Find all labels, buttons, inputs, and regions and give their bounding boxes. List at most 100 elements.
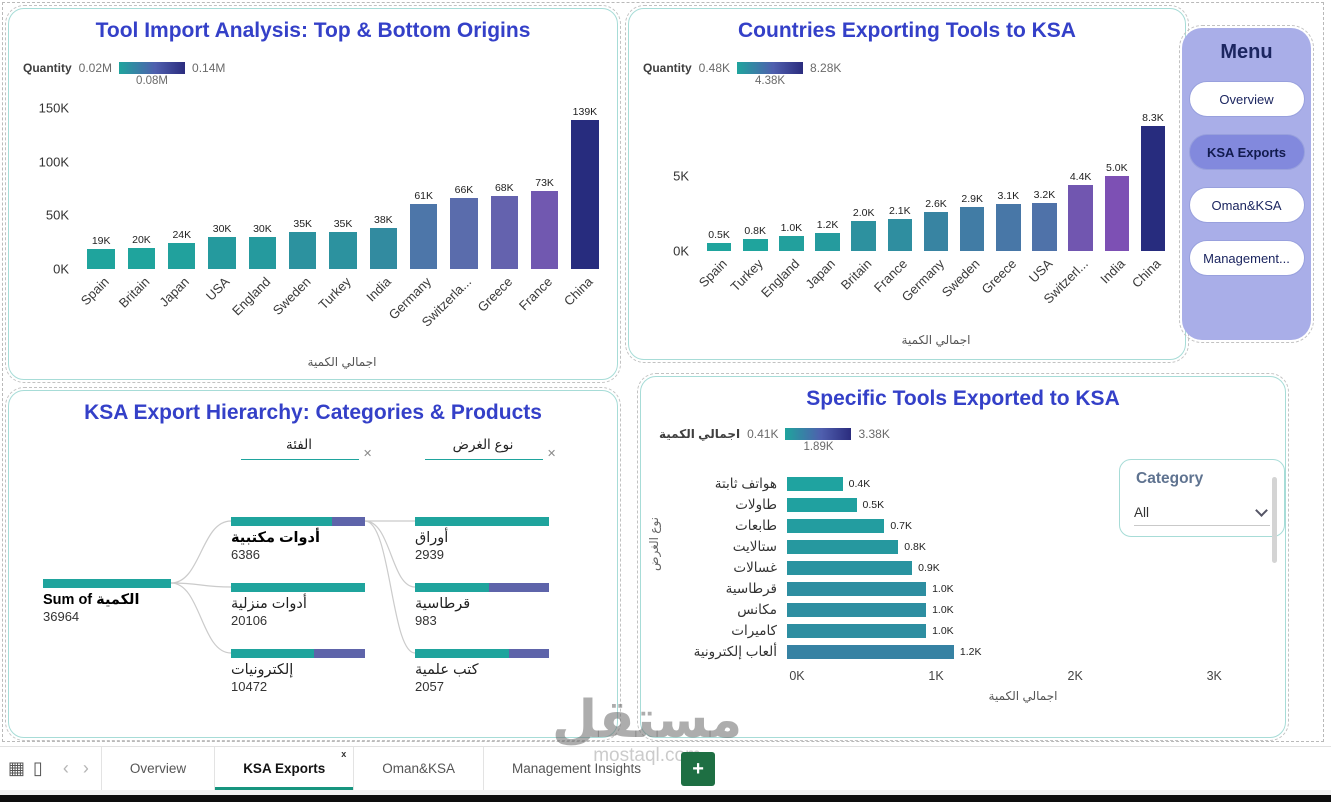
bar-column-China[interactable]: 8.3K China	[1129, 111, 1171, 291]
bar-column-India[interactable]: 38K India	[363, 103, 403, 305]
bar-row-8[interactable]: ألعاب إلكترونية 1.2K	[659, 644, 1249, 659]
add-page-button[interactable]: +	[681, 752, 716, 786]
bar-column-Germany[interactable]: 61K Germany	[386, 103, 444, 322]
bar-column-Germany[interactable]: 2.6K Germany	[898, 111, 954, 304]
bar[interactable]	[1068, 184, 1093, 251]
tree-node-electronics[interactable]: إلكترونيات 10472	[231, 649, 365, 694]
tab-management-insights[interactable]: Management Insights	[482, 747, 669, 790]
bar-column-Turkey[interactable]: 35K Turkey	[315, 103, 363, 312]
remove-level1-icon[interactable]: ✕	[363, 448, 373, 460]
bar-row-6[interactable]: مكانس 1.0K	[659, 602, 1249, 617]
bar-row-5[interactable]: قرطاسية 1.0K	[659, 581, 1249, 596]
bar-column-Japan[interactable]: 1.2K Japan	[802, 111, 845, 292]
y-axis-tick: 5K	[673, 168, 689, 184]
bar-column-Turkey[interactable]: 0.8K Turkey	[727, 111, 773, 294]
bar-column-India[interactable]: 5.0K India	[1097, 111, 1135, 287]
category-dropdown[interactable]: All	[1134, 500, 1270, 526]
bar-row-3[interactable]: ستالايت 0.8K	[659, 539, 1249, 554]
bar[interactable]	[168, 243, 196, 269]
scrollbar-thumb[interactable]	[1272, 477, 1277, 563]
tab-ksa-exports[interactable]: KSA Exports x	[214, 747, 353, 790]
bar-column-Japan[interactable]: 24K Japan	[157, 103, 202, 310]
bar[interactable]	[996, 204, 1021, 251]
bar[interactable]	[450, 198, 478, 269]
tree-node-papers[interactable]: أوراق 2939	[415, 517, 549, 562]
tree-node-stationery[interactable]: قرطاسية 983	[415, 583, 549, 628]
bar[interactable]: 1.2K	[787, 645, 982, 659]
bar-value-label: 0.5K	[862, 499, 885, 511]
menu-button-oman-ksa[interactable]: Oman&KSA	[1188, 187, 1305, 223]
tree-node-home-tools[interactable]: أدوات منزلية 20106	[231, 583, 365, 628]
bar-column-Sweden[interactable]: 35K Sweden	[269, 103, 323, 318]
tree-node-root[interactable]: Sum of الكمية 36964	[43, 579, 171, 624]
bar[interactable]: 1.0K	[787, 582, 954, 596]
category-label: England	[757, 256, 802, 301]
tree-node-science-books[interactable]: كتب علمية 2057	[415, 649, 549, 694]
bar-column-France[interactable]: 2.1K France	[871, 111, 918, 295]
bar-column-USA[interactable]: 30K USA	[202, 103, 242, 304]
bar[interactable]	[742, 238, 768, 251]
bar-column-Britain[interactable]: 20K Britain	[115, 103, 161, 311]
chevron-left-icon[interactable]: ‹	[62, 758, 69, 778]
bar[interactable]	[571, 120, 599, 269]
bar[interactable]	[369, 228, 398, 269]
tab-oman-ksa[interactable]: Oman&KSA	[353, 747, 483, 790]
tree-node-office-tools[interactable]: أدوات مكتبية 6386	[231, 517, 365, 562]
remove-level2-icon[interactable]: ✕	[547, 448, 557, 460]
bar[interactable]: 0.7K	[787, 519, 912, 533]
bar[interactable]	[779, 235, 804, 251]
grid-view-icon[interactable]: ▦	[8, 758, 26, 778]
menu-button-overview[interactable]: Overview	[1188, 81, 1305, 117]
bar-column-Britain[interactable]: 2.0K Britain	[838, 111, 882, 293]
bar[interactable]	[706, 243, 732, 251]
bar-row-1[interactable]: طاولات 0.5K	[659, 497, 1249, 512]
bar-column-England[interactable]: 30K England	[229, 103, 282, 318]
bar[interactable]	[923, 211, 949, 251]
bar[interactable]	[1140, 126, 1166, 251]
bar-column-France[interactable]: 73K France	[516, 103, 564, 313]
bar-row-0[interactable]: هواتف ثابتة 0.4K	[659, 476, 1249, 491]
bar[interactable]	[87, 248, 115, 269]
bar-row-4[interactable]: غسالات 0.9K	[659, 560, 1249, 575]
bar-column-Switzerl...[interactable]: 4.4K Switzerl...	[1041, 111, 1099, 306]
bar-column-Greece[interactable]: 68K Greece	[474, 103, 524, 315]
panel-export-hierarchy: KSA Export Hierarchy: Categories & Produ…	[5, 387, 621, 741]
category-label: India	[1096, 256, 1128, 287]
bar[interactable]: 0.8K	[787, 540, 926, 554]
bar[interactable]	[959, 207, 985, 251]
bar[interactable]	[1104, 175, 1130, 251]
menu-button-ksa-exports[interactable]: KSA Exports	[1188, 134, 1305, 170]
bar[interactable]	[248, 236, 277, 269]
mobile-view-icon[interactable]: ▯	[33, 758, 43, 778]
bar-row-7[interactable]: كاميرات 1.0K	[659, 623, 1249, 638]
chevron-right-icon[interactable]: ›	[82, 758, 89, 778]
bar[interactable]	[887, 219, 913, 251]
bar[interactable]	[329, 231, 357, 269]
bar-column-Spain[interactable]: 19K Spain	[78, 103, 121, 308]
bar[interactable]	[289, 231, 317, 269]
bar-column-Sweden[interactable]: 2.9K Sweden	[939, 111, 990, 300]
close-tab-icon[interactable]: x	[341, 749, 347, 759]
tab-overview[interactable]: Overview	[100, 747, 214, 790]
bar-row-2[interactable]: طابعات 0.7K	[659, 518, 1249, 533]
bar[interactable]	[127, 247, 156, 269]
bar[interactable]	[490, 196, 518, 269]
bar[interactable]	[851, 220, 876, 251]
bar-column-USA[interactable]: 3.2K USA	[1026, 111, 1062, 286]
bar[interactable]: 1.0K	[787, 624, 954, 638]
bar[interactable]: 0.4K	[787, 477, 870, 491]
bar-column-England[interactable]: 1.0K England	[758, 111, 809, 300]
bar[interactable]	[530, 190, 559, 269]
bar[interactable]	[815, 232, 840, 251]
bar[interactable]: 1.0K	[787, 603, 954, 617]
bar-column-Spain[interactable]: 0.5K Spain	[696, 111, 737, 290]
bar-column-Greece[interactable]: 3.1K Greece	[978, 111, 1026, 297]
menu-button-management[interactable]: Management...	[1188, 240, 1305, 276]
bar-column-China[interactable]: 139K China	[561, 103, 605, 309]
bar-column-Switzerla...[interactable]: 66K Switzerla...	[419, 103, 484, 330]
bar[interactable]	[1032, 202, 1057, 251]
bar[interactable]	[409, 203, 438, 269]
bar[interactable]: 0.5K	[787, 498, 884, 512]
bar[interactable]: 0.9K	[787, 561, 940, 575]
bar[interactable]	[208, 236, 236, 269]
